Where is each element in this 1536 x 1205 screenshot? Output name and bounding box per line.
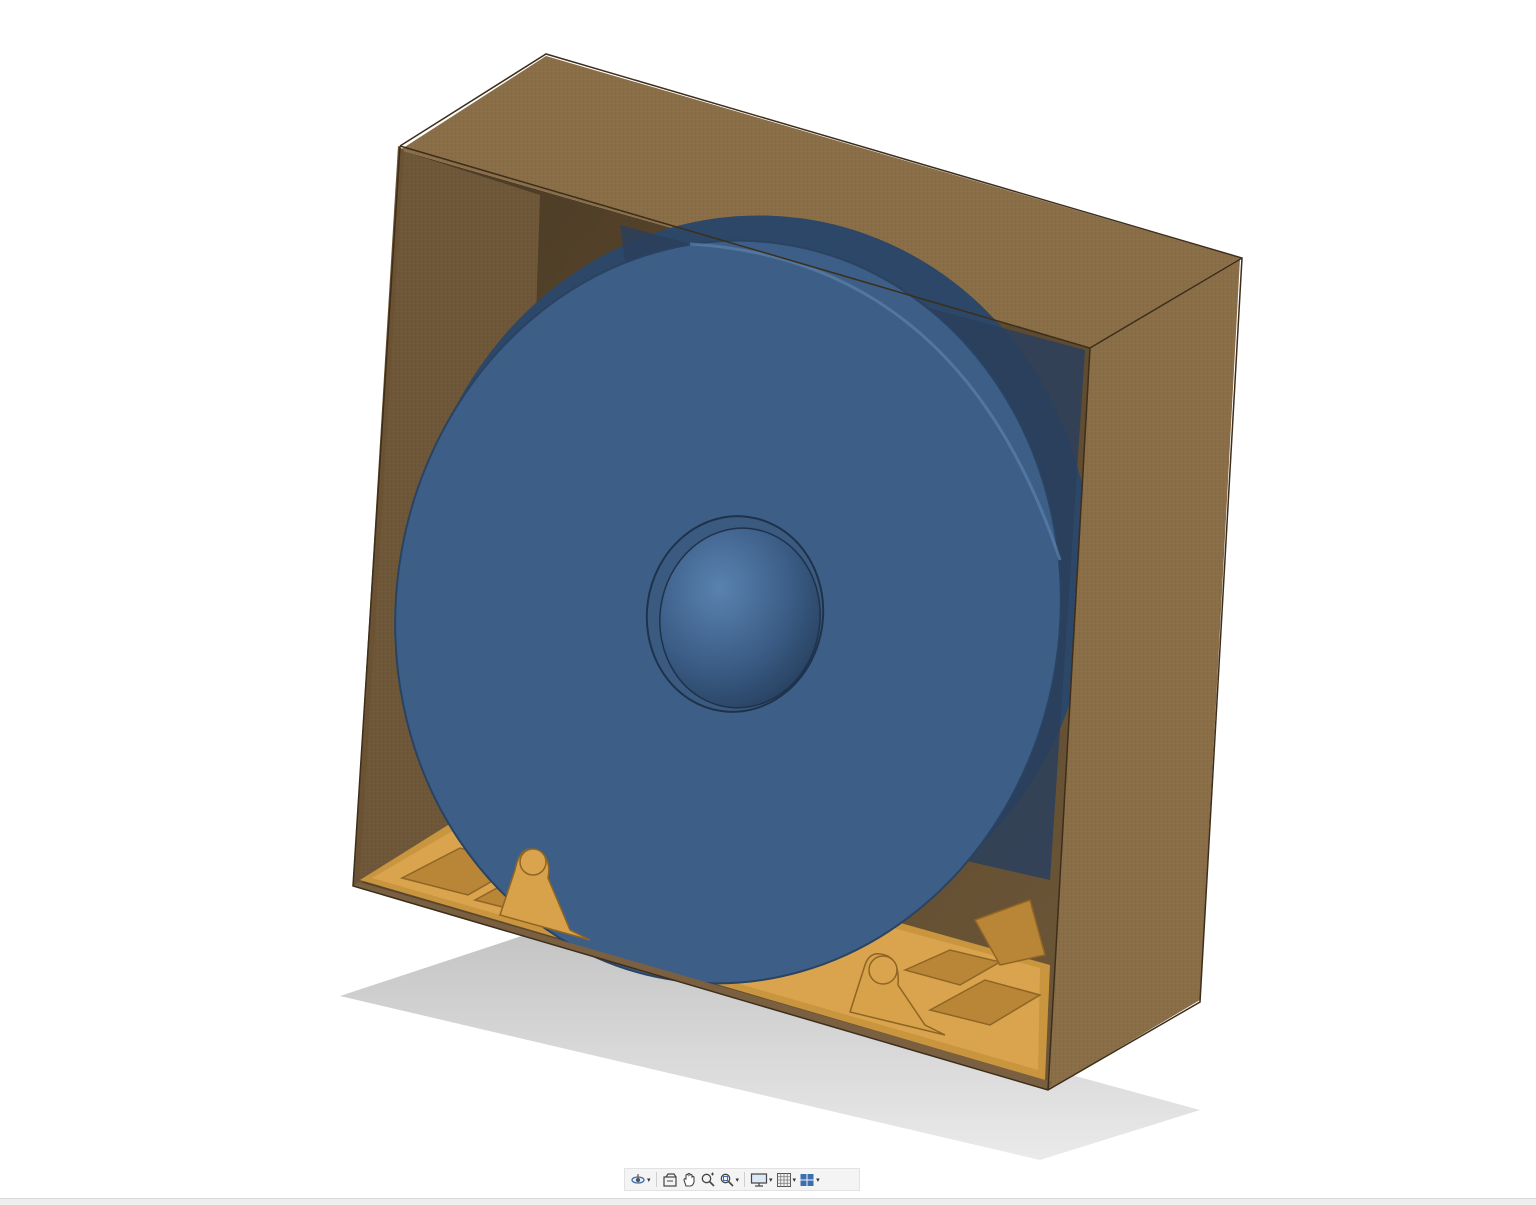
stand-clip-right: [849, 953, 946, 1036]
viewports-button[interactable]: ▾: [798, 1170, 821, 1189]
orbit-icon: [631, 1173, 645, 1184]
stand-clip-left: [499, 848, 591, 941]
pan-icon: [682, 1172, 695, 1187]
viewports-icon: [800, 1173, 814, 1186]
enclosure-bottom-edge: [353, 882, 1052, 1090]
enclosure-right-wall: [1048, 258, 1240, 1090]
orbit-menu-caret[interactable]: ▾: [647, 1175, 651, 1184]
viewports-menu-caret[interactable]: ▾: [816, 1175, 820, 1184]
enclosure-outline: [352, 53, 1243, 1091]
pan-button[interactable]: [680, 1170, 698, 1189]
ground-shadow: [340, 930, 1200, 1160]
look-at-icon: [662, 1172, 677, 1187]
grid-snaps-icon: [776, 1172, 791, 1187]
navigation-toolbar: ▾ ▾ ▾: [624, 1168, 860, 1191]
look-at-button[interactable]: [661, 1170, 679, 1189]
toolbar-separator: [655, 1172, 657, 1187]
zoom-icon: [701, 1172, 715, 1187]
orbit-button[interactable]: ▾: [629, 1170, 652, 1189]
display-settings-button[interactable]: ▾: [749, 1170, 774, 1189]
enclosure-inner-top-wall: [400, 56, 1240, 348]
grid-snaps-button[interactable]: ▾: [775, 1170, 798, 1189]
disc-hub: [659, 527, 821, 709]
display-settings-icon: [750, 1172, 768, 1187]
display-settings-menu-caret[interactable]: ▾: [769, 1175, 773, 1184]
toolbar-separator: [744, 1172, 746, 1187]
status-bar: [0, 1198, 1536, 1205]
enclosure-left-edge: [353, 146, 404, 888]
fit-button[interactable]: ▾: [718, 1170, 741, 1189]
disc-edge-highlight: [689, 242, 1062, 561]
grid-snaps-menu-caret[interactable]: ▾: [792, 1175, 797, 1184]
fit-menu-caret[interactable]: ▾: [735, 1175, 740, 1184]
zoom-button[interactable]: [699, 1170, 717, 1189]
fit-icon: [720, 1173, 734, 1187]
